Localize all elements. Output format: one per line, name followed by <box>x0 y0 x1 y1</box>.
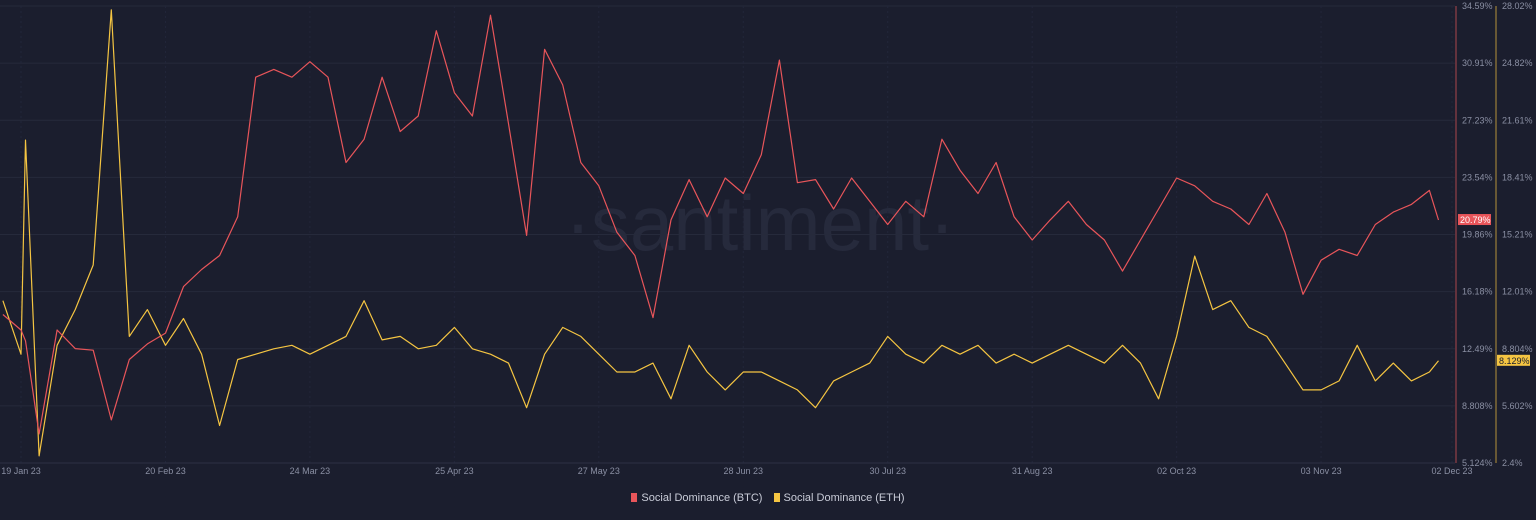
x-tick-label: 03 Nov 23 <box>1301 466 1342 476</box>
eth-y-tick-label: 28.02% <box>1502 1 1533 11</box>
last-value-label: 20.79% <box>1460 215 1491 225</box>
x-tick-label: 20 Feb 23 <box>145 466 186 476</box>
x-tick-label: 25 Apr 23 <box>435 466 474 476</box>
series-lines <box>2 9 1440 457</box>
x-tick-label: 30 Jul 23 <box>869 466 906 476</box>
btc-line <box>2 14 1440 435</box>
x-tick-label: 24 Mar 23 <box>290 466 331 476</box>
legend: Social Dominance (BTC) Social Dominance … <box>0 492 1536 504</box>
btc-y-tick-label: 30.91% <box>1462 58 1493 68</box>
eth-y-tick-label: 2.4% <box>1502 458 1523 468</box>
x-tick-label: 28 Jun 23 <box>723 466 763 476</box>
btc-y-tick-label: 34.59% <box>1462 1 1493 11</box>
eth-line <box>2 9 1439 457</box>
eth-y-tick-label: 8.804% <box>1502 344 1533 354</box>
eth-y-tick-label: 24.82% <box>1502 58 1533 68</box>
eth-y-tick-label: 21.61% <box>1502 115 1533 125</box>
btc-y-tick-label: 19.86% <box>1462 230 1493 240</box>
btc-y-tick-label: 5.124% <box>1462 458 1493 468</box>
last-value-label: 8.129% <box>1499 356 1530 366</box>
x-tick-label: 27 May 23 <box>578 466 620 476</box>
eth-swatch <box>773 493 780 502</box>
legend-label: Social Dominance (ETH) <box>783 492 905 504</box>
x-tick-label: 02 Oct 23 <box>1157 466 1196 476</box>
eth-last-value-badge <box>1497 354 1530 366</box>
legend-item-eth[interactable]: Social Dominance (ETH) <box>773 492 905 504</box>
legend-label: Social Dominance (BTC) <box>641 492 763 504</box>
btc-y-tick-label: 8.808% <box>1462 401 1493 411</box>
grid <box>0 5 1455 464</box>
btc-swatch <box>631 493 638 502</box>
x-tick-label: 02 Dec 23 <box>1431 466 1472 476</box>
eth-y-tick-label: 12.01% <box>1502 287 1533 297</box>
btc-last-value-badge <box>1458 214 1491 226</box>
legend-item-btc[interactable]: Social Dominance (BTC) <box>631 492 762 504</box>
x-tick-label: 31 Aug 23 <box>1012 466 1053 476</box>
santiment-watermark: ·santiment· <box>565 179 955 267</box>
eth-y-tick-label: 18.41% <box>1502 172 1533 182</box>
btc-y-tick-label: 23.54% <box>1462 172 1493 182</box>
btc-y-tick-label: 12.49% <box>1462 344 1493 354</box>
eth-y-tick-label: 15.21% <box>1502 230 1533 240</box>
btc-y-tick-label: 27.23% <box>1462 115 1493 125</box>
eth-y-tick-label: 5.602% <box>1502 401 1533 411</box>
btc-y-tick-label: 16.18% <box>1462 287 1493 297</box>
axes: 34.59% 28.02% 30.91% 24.82% 27.23% 21.61% 23.5… <box>0 1 1533 476</box>
x-tick-label: 19 Jan 23 <box>1 466 41 476</box>
